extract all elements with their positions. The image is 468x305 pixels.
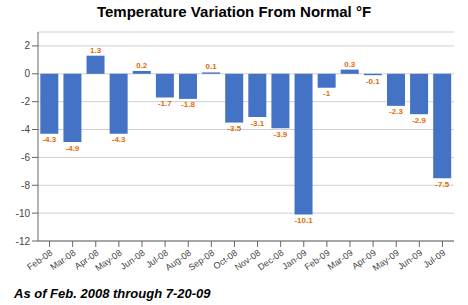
svg-text:Sep-08: Sep-08 [187,248,217,273]
svg-text:Jul-08: Jul-08 [144,247,170,270]
svg-text:-1.7: -1.7 [158,99,172,108]
svg-text:-12: -12 [16,236,31,247]
svg-text:-2.9: -2.9 [412,116,426,125]
html-text:Temperature Variation From Nor: Temperature Variation From Normal °F [96,3,372,20]
svg-text:Jul-09: Jul-09 [421,248,447,270]
svg-text:-8: -8 [21,180,30,191]
svg-text:2: 2 [24,40,30,51]
svg-text:0.2: 0.2 [136,61,148,70]
svg-text:Apr-09: Apr-09 [350,247,378,272]
svg-text:-10.1: -10.1 [294,216,313,225]
svg-text:-6: -6 [21,152,30,163]
svg-text:-1.8: -1.8 [181,100,195,109]
svg-text:Jun-08: Jun-08 [119,248,147,272]
svg-text:Oct-08: Oct-08 [211,247,240,272]
svg-text:Mar-09: Mar-09 [326,248,355,273]
svg-text:-4.9: -4.9 [66,144,80,153]
svg-text:-2.3: -2.3 [389,107,403,116]
svg-text:Jun-09: Jun-09 [396,248,424,272]
svg-text:Feb-09: Feb-09 [303,248,332,273]
svg-text:May-09: May-09 [371,248,401,273]
svg-text:Feb-08: Feb-08 [25,248,54,273]
svg-text:-7.5: -7.5 [435,180,449,189]
svg-text:Aug-08: Aug-08 [163,247,193,273]
svg-text:-2: -2 [21,96,30,107]
svg-text:-4: -4 [21,124,30,135]
svg-text:1.3: 1.3 [90,46,102,55]
svg-text:0: 0 [24,68,30,79]
svg-text:-3.5: -3.5 [227,124,241,133]
svg-text:Apr-08: Apr-08 [72,247,101,272]
svg-text:-3.9: -3.9 [274,130,288,139]
svg-text:-4.3: -4.3 [42,135,56,144]
svg-text:Dec-08: Dec-08 [256,248,286,273]
svg-text:Nov-08: Nov-08 [232,247,263,273]
svg-text:Jan-09: Jan-09 [280,247,309,272]
svg-text:0.3: 0.3 [344,60,356,69]
svg-text:-1: -1 [323,89,331,98]
html-text:As of Feb. 2008 through 7-20-0: As of Feb. 2008 through 7-20-09 [14,286,211,301]
svg-text:-4.3: -4.3 [112,135,126,144]
svg-text:-0.1: -0.1 [366,77,380,86]
svg-text:Mar-08: Mar-08 [48,248,77,273]
svg-text:-3.1: -3.1 [250,119,264,128]
svg-text:-10: -10 [16,208,31,219]
svg-text:0.1: 0.1 [206,62,218,71]
svg-text:May-08: May-08 [93,248,123,273]
